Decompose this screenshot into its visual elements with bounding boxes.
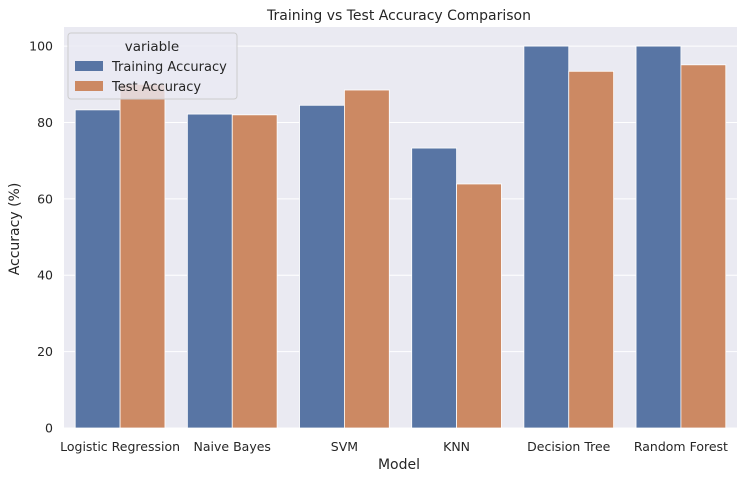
x-tick-label-knn: KNN	[443, 439, 470, 454]
y-tick-label: 40	[37, 268, 53, 283]
bar-naive-bayes-training-accuracy	[186, 113, 233, 429]
gridlines	[64, 45, 737, 429]
x-tick-labels: Logistic Regression Naive Bayes SVM KNN Deci…	[60, 439, 728, 454]
x-tick-label-naive-bayes: Naive Bayes	[194, 439, 271, 454]
bar-logistic-regression-training-accuracy	[74, 109, 121, 429]
x-tick-label-logistic-regression: Logistic Regression	[60, 439, 180, 454]
y-axis-title: Accuracy (%)	[7, 183, 23, 276]
legend: variable Training Accuracy Test Accuracy	[67, 32, 238, 100]
legend-swatch-test-accuracy	[75, 81, 103, 91]
x-tick-label-decision-tree: Decision Tree	[527, 439, 611, 454]
x-axis-title: Model	[378, 457, 420, 473]
bar-decision-tree-training-accuracy	[523, 45, 570, 429]
bar-svm-training-accuracy	[299, 104, 345, 429]
bar-decision-tree-test-accuracy	[568, 70, 615, 429]
bar-knn-training-accuracy	[411, 147, 457, 429]
x-tick-label-random-forest: Random Forest	[634, 439, 728, 454]
bar-knn-test-accuracy	[456, 183, 502, 429]
legend-swatch-training-accuracy	[75, 61, 103, 71]
chart-title: Training vs Test Accuracy Comparison	[266, 8, 531, 24]
legend-title: variable	[125, 39, 179, 55]
y-tick-label: 60	[37, 191, 53, 206]
bars	[74, 45, 727, 429]
y-tick-label: 20	[37, 344, 53, 359]
legend-label-test-accuracy: Test Accuracy	[111, 80, 201, 95]
bar-naive-bayes-test-accuracy	[231, 114, 278, 429]
bar-random-forest-test-accuracy	[680, 64, 727, 429]
y-tick-label: 0	[45, 421, 53, 436]
y-tick-label: 100	[29, 39, 53, 54]
legend-label-training-accuracy: Training Accuracy	[111, 60, 227, 75]
bar-svm-test-accuracy	[344, 89, 390, 429]
bar-logistic-regression-test-accuracy	[119, 83, 166, 429]
legend-box	[67, 32, 238, 100]
y-tick-labels: 0 20 40 60 80 100	[29, 39, 53, 436]
x-tick-label-svm: SVM	[331, 439, 358, 454]
y-tick-label: 80	[37, 115, 53, 130]
bar-random-forest-training-accuracy	[635, 45, 682, 429]
